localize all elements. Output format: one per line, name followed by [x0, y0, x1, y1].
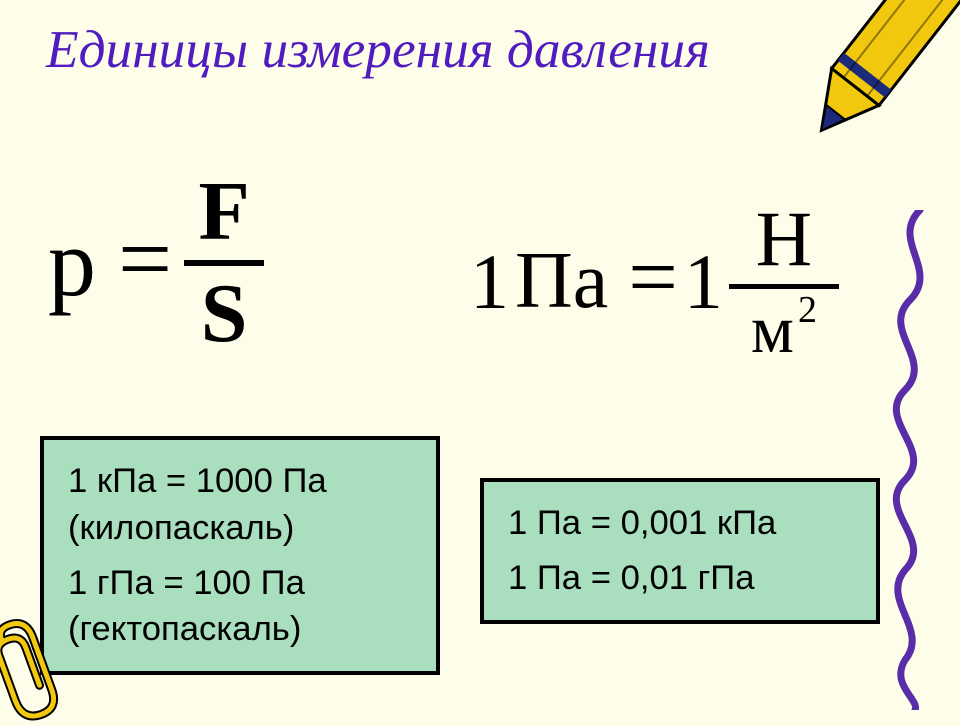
formula-equals: =: [118, 211, 172, 307]
conversion-line: 1 кПа = 1000 Па (килопаскаль): [68, 458, 412, 552]
pressure-formula: p = F S: [48, 170, 264, 356]
unit-denominator-base: м: [751, 295, 794, 363]
fraction-bar: [184, 260, 264, 266]
unit-denominator: м 2: [751, 295, 817, 363]
conversion-line: 1 Па = 0,01 гПа: [508, 555, 852, 602]
crayon-icon: [788, 0, 960, 202]
unit-fraction: Н м 2: [729, 200, 839, 363]
unit-one-right: 1: [684, 237, 723, 327]
formula-denominator: S: [201, 272, 248, 356]
unit-denominator-exponent: 2: [798, 291, 817, 329]
conversion-line: 1 Па = 0,001 кПа: [508, 500, 852, 547]
unit-one-left: 1: [470, 237, 509, 327]
conversion-line: 1 гПа = 100 Па (гектопаскаль): [68, 560, 412, 654]
conversion-box-right: 1 Па = 0,001 кПа 1 Па = 0,01 гПа: [480, 478, 880, 624]
unit-numerator: Н: [756, 200, 812, 278]
formula-fraction: F S: [184, 170, 264, 356]
unit-fraction-bar: [729, 284, 839, 289]
unit-equals: =: [628, 227, 678, 328]
formula-numerator: F: [198, 170, 249, 254]
conversion-box-left: 1 кПа = 1000 Па (килопаскаль) 1 гПа = 10…: [40, 436, 440, 675]
unit-pascal-symbol: Па: [515, 236, 608, 327]
squiggle-icon: [880, 210, 950, 710]
formula-p: p: [48, 215, 96, 311]
unit-definition: 1 Па = 1 Н м 2: [470, 200, 839, 363]
page-title: Единицы измерения давления: [46, 18, 710, 80]
